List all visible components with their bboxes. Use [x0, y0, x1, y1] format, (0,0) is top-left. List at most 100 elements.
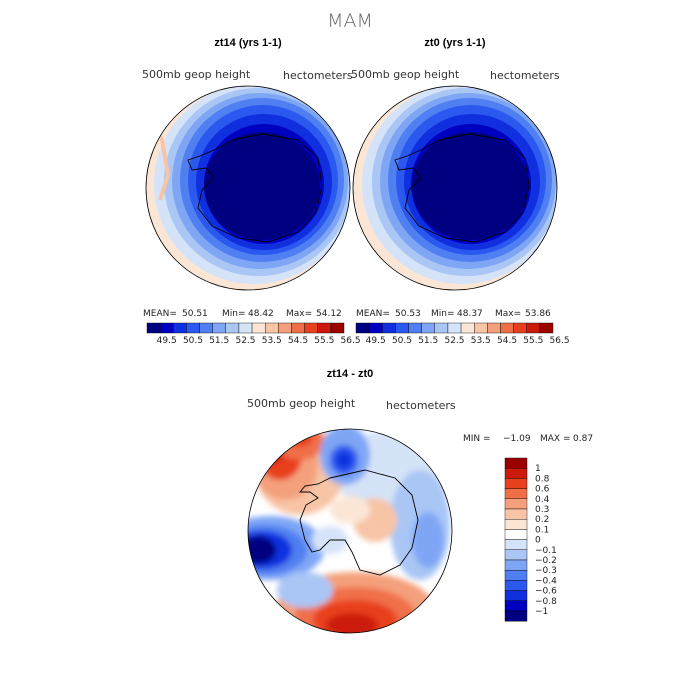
panel-diff-min-label: MIN =	[463, 434, 491, 444]
colorbar-swatch	[504, 590, 528, 601]
panel-zt0-variable-label: 500mb geop height	[351, 68, 460, 81]
colorbar-swatch	[408, 322, 422, 334]
colorbar-swatch	[199, 322, 213, 334]
panel-zt0-stats: MEAN= 50.53 Min= 48.37 Max= 53.86	[356, 309, 551, 319]
colorbar-swatch	[238, 322, 253, 334]
colorbar-swatch	[504, 559, 528, 571]
colorbar-swatch	[504, 468, 528, 479]
colorbar-swatch	[421, 322, 435, 334]
colorbar-tick-label: 49.5	[366, 336, 386, 346]
colorbar-tick-label: 54.5	[288, 336, 308, 346]
colorbar-swatch	[504, 529, 528, 540]
colorbar-swatch	[159, 322, 174, 334]
panel-zt0-mean-label: MEAN=	[356, 309, 390, 319]
colorbar-swatch	[504, 498, 528, 510]
colorbar-swatch	[146, 322, 161, 334]
panel-zt0-title: zt0 (yrs 1-1)	[424, 37, 485, 49]
panel-diff-max-value: 0.87	[573, 434, 593, 444]
colorbar-swatch	[304, 322, 318, 334]
colorbar-tick-label: 54.5	[497, 336, 517, 346]
colorbar-swatch	[186, 322, 200, 334]
panel-diff-variable-label: 500mb geop height	[247, 397, 356, 410]
colorbar-tick-label: 55.5	[314, 336, 334, 346]
panel-zt14-min-value: 48.42	[248, 309, 274, 319]
colorbar-tick-label: 49.5	[157, 336, 177, 346]
panel-zt14-units-label: hectometers	[283, 69, 353, 82]
colorbar-swatch	[504, 457, 528, 469]
colorbar-swatch	[504, 478, 528, 489]
panel-zt14: zt14 (yrs 1-1) 500mb geop height hectome…	[142, 37, 361, 346]
colorbar-tick-label: 0.6	[535, 485, 550, 495]
colorbar-tick-label: 0.1	[535, 525, 549, 535]
panel-zt0-boundary	[352, 85, 558, 291]
colorbar-swatch	[504, 488, 528, 500]
colorbar-tick-label: 51.5	[209, 336, 229, 346]
colorbar-swatch	[504, 570, 528, 581]
colorbar-tick-label: 53.5	[471, 336, 491, 346]
colorbar-swatch	[460, 322, 475, 334]
panel-zt0-map	[353, 86, 557, 290]
panel-zt14-title: zt14 (yrs 1-1)	[214, 37, 282, 49]
colorbar-tick-label: −1	[535, 607, 548, 617]
panel-zt14-max-label: Max=	[286, 309, 312, 319]
colorbar-swatch	[173, 322, 187, 334]
panel-diff-max-label: MAX =	[540, 434, 571, 444]
colorbar-swatch	[278, 322, 292, 334]
colorbar-tick-label: 0.4	[535, 495, 550, 505]
colorbar-tick-label: −0.2	[535, 556, 557, 566]
colorbar-swatch	[539, 322, 554, 334]
colorbar-tick-label: 52.5	[444, 336, 464, 346]
colorbar-swatch	[504, 600, 528, 612]
panel-zt0-units-label: hectometers	[490, 69, 560, 82]
panel-zt0: zt0 (yrs 1-1) 500mb geop height hectomet…	[351, 37, 570, 346]
colorbar-swatch	[504, 549, 528, 561]
colorbar-swatch	[355, 322, 370, 334]
colorbar-swatch	[500, 322, 514, 334]
colorbar-swatch	[487, 322, 501, 334]
colorbar-tick-label: 56.5	[550, 336, 570, 346]
colorbar-swatch	[474, 322, 488, 334]
colorbar-tick-label: −0.8	[535, 597, 557, 607]
colorbar-tick-label: 0	[535, 536, 541, 546]
colorbar-tick-label: −0.3	[535, 566, 557, 576]
colorbar-tick-label: 56.5	[341, 336, 361, 346]
colorbar-tick-label: −0.1	[535, 546, 557, 556]
colorbar-tick-label: −0.6	[535, 587, 557, 597]
colorbar-swatch	[212, 322, 227, 334]
colorbar-swatch	[434, 322, 449, 334]
panel-diff-stats: MIN = −1.09 MAX = 0.87	[463, 434, 593, 444]
panel-zt14-colorbar: 49.5 50.5 51.5 52.5 53.5 54.5 55.5 56.5	[146, 322, 361, 346]
panel-zt0-max-label: Max=	[495, 309, 521, 319]
colorbar-tick-label: 51.5	[418, 336, 438, 346]
colorbar-swatch	[291, 322, 305, 334]
panel-zt0-min-value: 48.37	[457, 309, 483, 319]
colorbar-swatch	[330, 322, 345, 334]
colorbar-swatch	[251, 322, 266, 334]
colorbar-swatch	[382, 322, 396, 334]
panel-zt0-coastline	[394, 133, 530, 243]
colorbar-swatch	[513, 322, 527, 334]
colorbar-tick-label: 0.8	[535, 474, 550, 484]
colorbar-swatch	[225, 322, 240, 334]
colorbar-tick-label: 0.3	[535, 505, 549, 515]
panel-zt0-mean-value: 50.53	[395, 309, 421, 319]
colorbar-swatch	[265, 322, 279, 334]
colorbar-tick-label: 53.5	[262, 336, 282, 346]
colorbar-swatch	[504, 519, 528, 530]
colorbar-swatch	[504, 610, 528, 622]
colorbar-tick-label: 50.5	[183, 336, 203, 346]
colorbar-tick-label: 52.5	[235, 336, 255, 346]
panel-zt14-coastline	[187, 133, 323, 243]
panel-zt14-stats: MEAN= 50.51 Min= 48.42 Max= 54.12	[143, 309, 342, 319]
panel-diff-units-label: hectometers	[386, 399, 456, 412]
panel-diff-boundary	[247, 428, 453, 634]
colorbar-swatch	[395, 322, 409, 334]
panel-zt0-colorbar: 49.5 50.5 51.5 52.5 53.5 54.5 55.5 56.5	[355, 322, 570, 346]
panel-zt14-max-value: 54.12	[316, 309, 342, 319]
panel-diff-title: zt14 - zt0	[327, 368, 373, 380]
panel-zt14-variable-label: 500mb geop height	[142, 68, 251, 81]
panel-diff-colorbar: 10.80.60.40.30.20.10−0.1−0.2−0.3−0.4−0.6…	[504, 457, 557, 622]
colorbar-swatch	[504, 508, 528, 520]
colorbar-swatch	[504, 539, 528, 550]
